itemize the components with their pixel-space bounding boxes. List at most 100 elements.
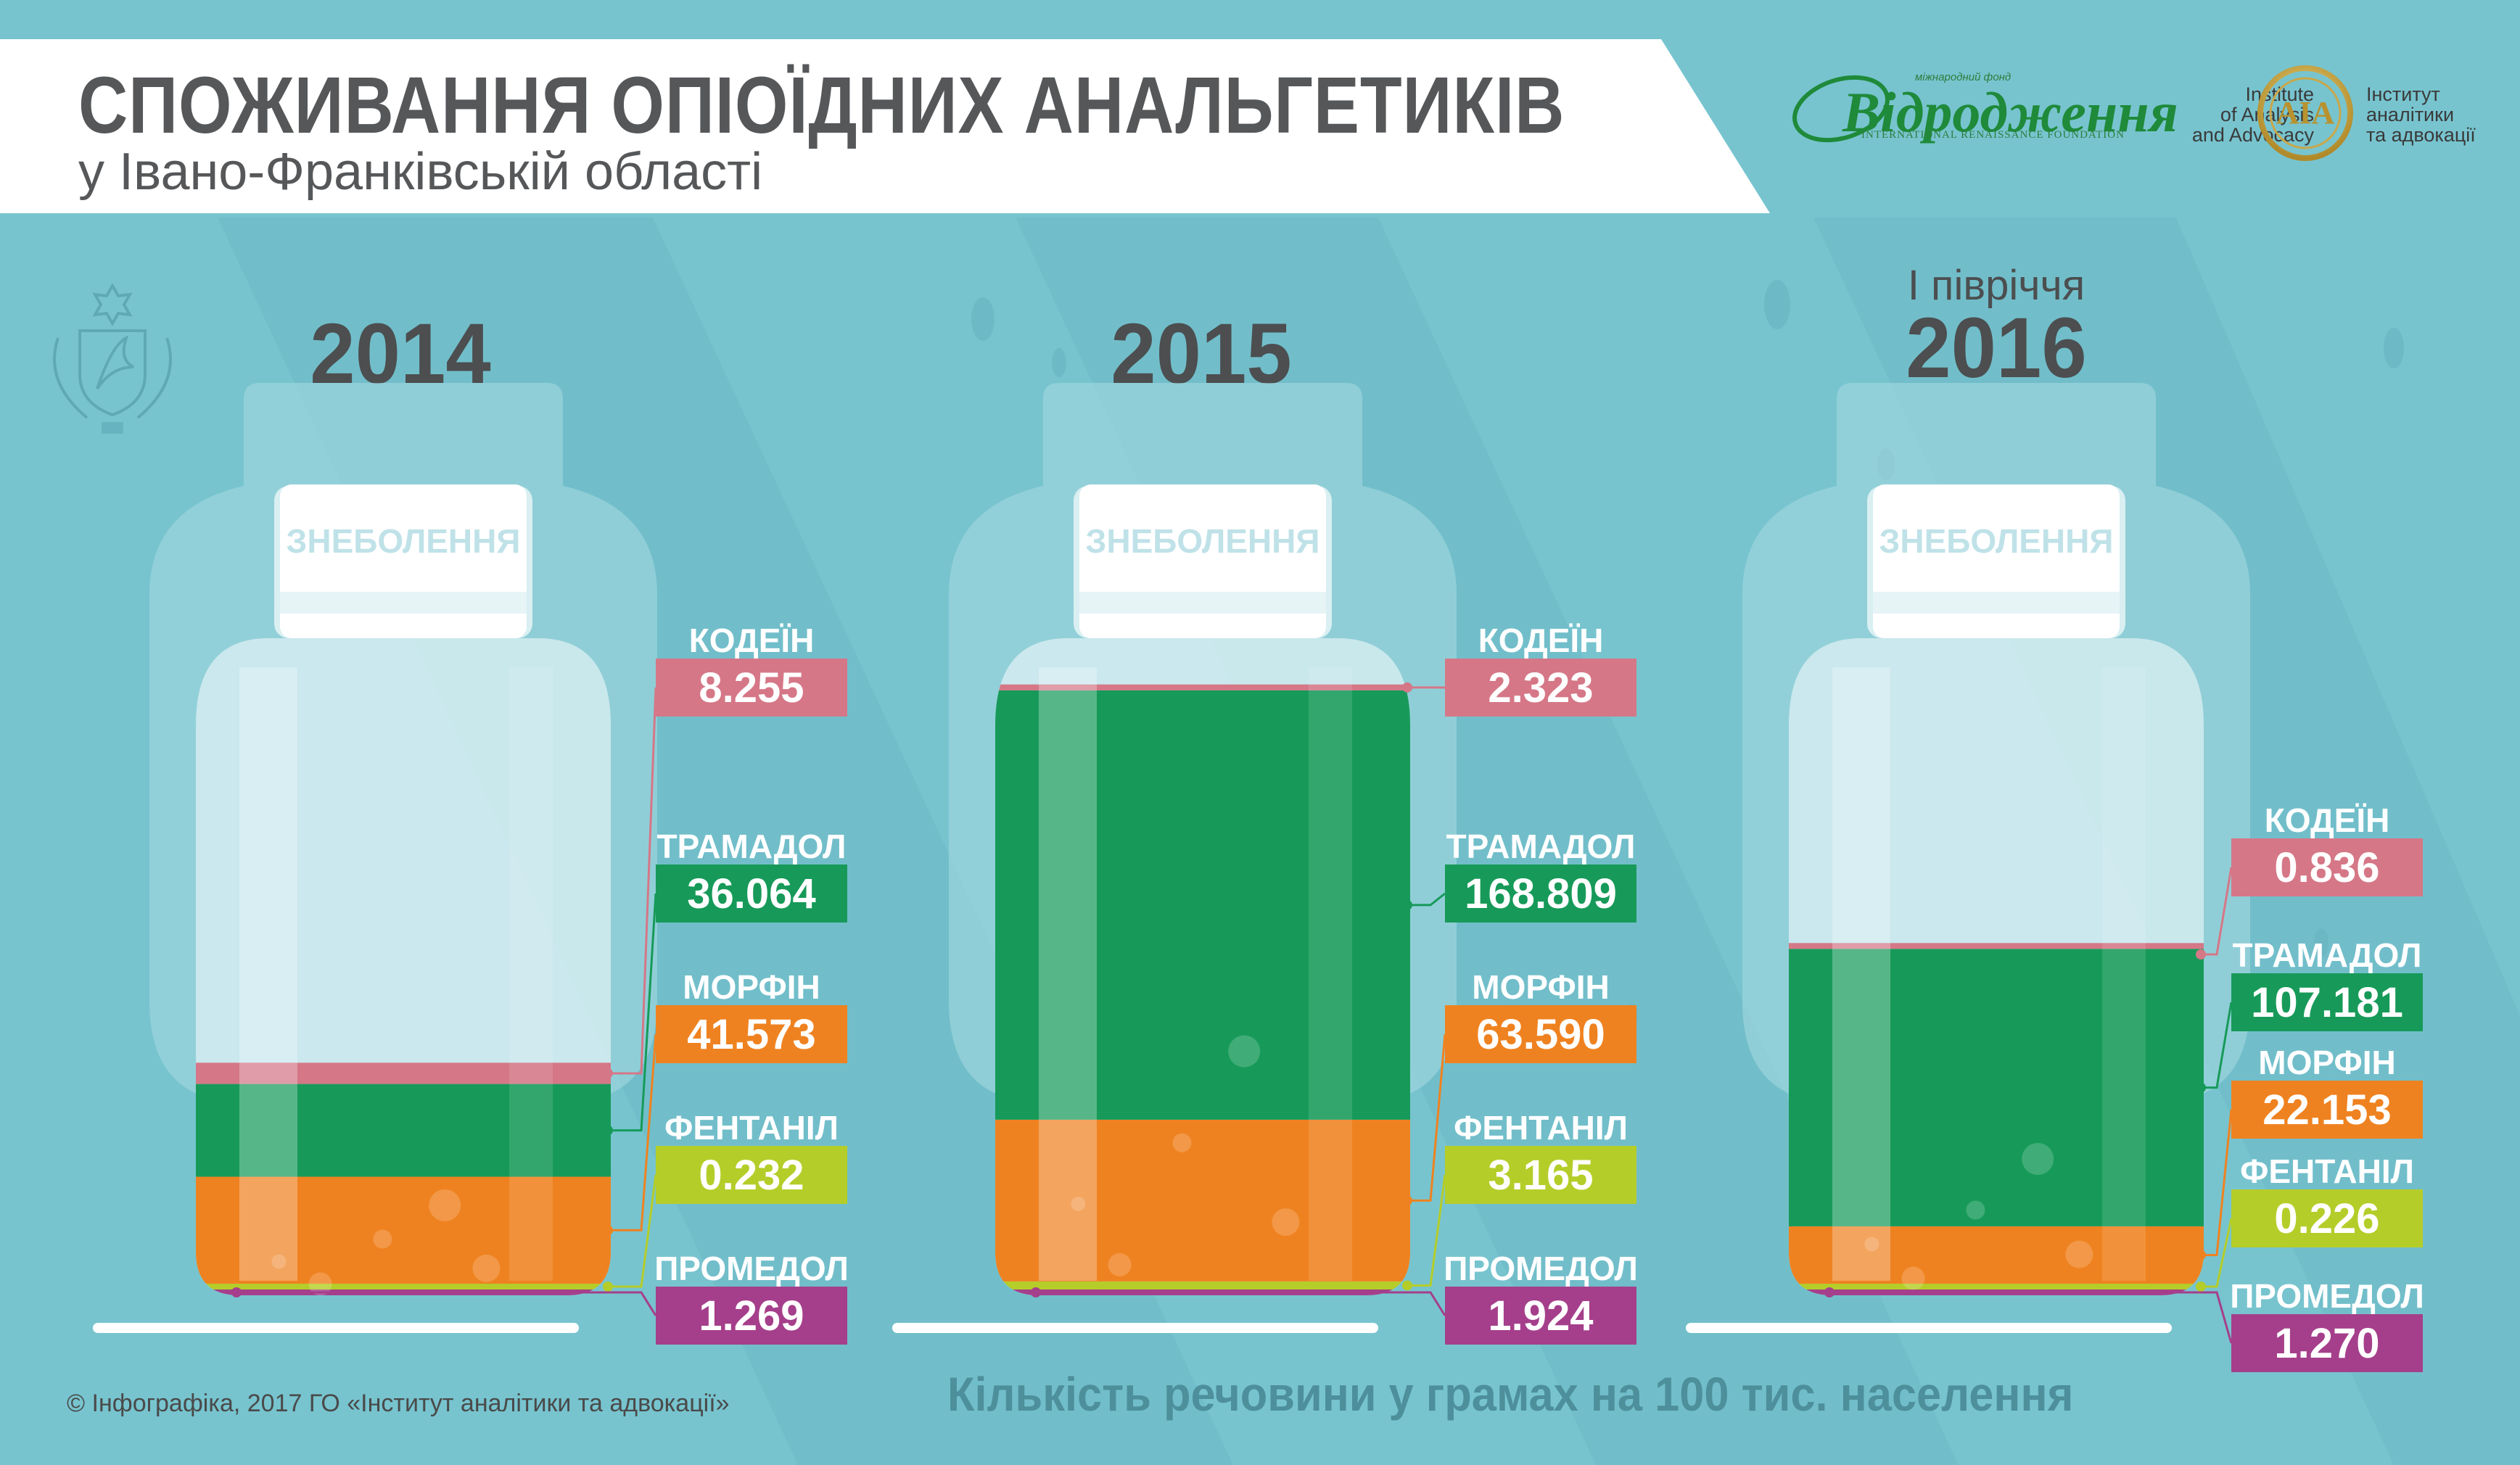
value-box-фентаніл: 0.226 (2231, 1189, 2423, 1247)
oblast-emblem-icon (53, 282, 172, 434)
connector-dot (1402, 682, 1412, 693)
drug-label-фентаніл: ФЕНТАНІЛ (2240, 1152, 2414, 1190)
connector-морфін (2201, 1109, 2233, 1256)
bubble (373, 1229, 392, 1249)
drug-label-промедол: ПРОМЕДОЛ (654, 1250, 849, 1287)
drug-label-промедол: ПРОМЕДОЛ (2230, 1277, 2424, 1315)
bottle-shelf (93, 1323, 579, 1333)
bubble (1108, 1253, 1132, 1276)
bubble (1272, 1208, 1300, 1237)
drug-label-фентаніл: ФЕНТАНІЛ (1454, 1109, 1628, 1147)
page-subtitle: у Івано-Франківській області (78, 143, 763, 201)
iaa-logo-icon: AIA (2257, 65, 2353, 161)
liquid-трамадол (995, 690, 1410, 1120)
bottle-cap (1873, 484, 2120, 638)
cap-band (280, 592, 527, 614)
connector-dot (603, 1282, 613, 1292)
iaa-english-name: Institute of Analysis and Advocacy (2191, 83, 2314, 146)
glass-highlight (1832, 667, 1890, 1281)
drug-label-трамадол: ТРАМАДОЛ (656, 828, 847, 865)
liquid-кодеїн (1789, 943, 2204, 949)
connector-фентаніл (2201, 1218, 2233, 1288)
connector-трамадол (1407, 892, 1446, 907)
drug-label-морфін: МОРФІН (2258, 1044, 2396, 1081)
value-box-кодеїн: 0.836 (2231, 838, 2423, 896)
value-box-трамадол: 168.809 (1445, 864, 1636, 923)
connector-кодеїн (608, 687, 657, 1075)
value-box-кодеїн: 2.323 (1445, 659, 1636, 717)
cap-band (1079, 592, 1326, 614)
bottle-cap (280, 484, 527, 638)
value-box-кодеїн: 8.255 (656, 659, 847, 717)
connector-промедол (236, 1291, 657, 1316)
copyright-note: © Інфографіка, 2017 ГО «Інститут аналіти… (67, 1390, 730, 1417)
glass-highlight-right (509, 667, 553, 1281)
value-box-морфін: 41.573 (656, 1005, 847, 1063)
year-label-2016: 2016 (1906, 300, 2087, 396)
connector-фентаніл (608, 1174, 657, 1288)
connector-dot (2196, 949, 2206, 960)
drug-label-трамадол: ТРАМАДОЛ (1446, 828, 1636, 865)
bottle-cap (1079, 484, 1326, 638)
connector-dot (2196, 1250, 2206, 1260)
drug-label-трамадол: ТРАМАДОЛ (2232, 936, 2422, 974)
value-box-трамадол: 107.181 (2231, 973, 2423, 1031)
drug-label-фентаніл: ФЕНТАНІЛ (664, 1109, 839, 1147)
bottle-cap-label: ЗНЕБОЛЕННЯ (1086, 522, 1320, 560)
irf-small-text: міжнародний фонд (1915, 71, 2012, 83)
bubble (2065, 1240, 2093, 1268)
drug-label-промедол: ПРОМЕДОЛ (1444, 1250, 1638, 1287)
half-year-note-2016: І півріччя (1907, 262, 2085, 309)
connector-кодеїн (2201, 867, 2233, 956)
unit-note: Кількість речовини у грамах на 100 тис. … (947, 1367, 2074, 1421)
value-box-промедол: 1.269 (656, 1287, 847, 1345)
connector-dot (1824, 1287, 1835, 1297)
drug-label-кодеїн: КОДЕЇН (2264, 801, 2390, 839)
bottle-2015: ЗНЕБОЛЕННЯ (892, 383, 1457, 1333)
drug-label-кодеїн: КОДЕЇН (688, 622, 815, 659)
connector-dot (1402, 1195, 1412, 1206)
irf-logo-icon (1792, 75, 1890, 143)
glass-highlight (239, 667, 297, 1281)
liquid-фентаніл (995, 1281, 1410, 1289)
bubble (271, 1254, 287, 1269)
value-box-промедол: 1.924 (1445, 1287, 1636, 1345)
iaa-ukrainian-name: Інститут аналітики та адвокації (2366, 83, 2476, 146)
bottle-cap-label: ЗНЕБОЛЕННЯ (1879, 522, 2114, 560)
bubble (429, 1189, 461, 1221)
connector-dot (1031, 1287, 1041, 1297)
bubble (1966, 1200, 1985, 1220)
liquid-трамадол (196, 1084, 611, 1177)
bottle-2016: ЗНЕБОЛЕННЯ (1686, 383, 2250, 1344)
irf-name: Відродження (1842, 81, 2178, 144)
connector-dot (2196, 1082, 2206, 1093)
bottle-liquid (995, 684, 1410, 1295)
value-box-фентаніл: 3.165 (1445, 1146, 1636, 1204)
bubble (1071, 1196, 1086, 1211)
value-box-морфін: 22.153 (2231, 1081, 2423, 1139)
bottle-liquid (1789, 943, 2204, 1295)
value-box-трамадол: 36.064 (656, 864, 847, 923)
connector-dot (231, 1287, 242, 1297)
page-title: СПОЖИВАННЯ ОПІОЇДНИХ АНАЛЬГЕТИКІВ (78, 61, 1565, 150)
bubble (308, 1272, 332, 1296)
value-box-фентаніл: 0.232 (656, 1146, 847, 1204)
glass-highlight (1039, 667, 1097, 1281)
connector-трамадол (608, 893, 657, 1132)
connector-промедол (1036, 1291, 1446, 1316)
value-box-морфін: 63.590 (1445, 1005, 1636, 1063)
bottle-shelf (1686, 1323, 2172, 1333)
bubble (1901, 1266, 1925, 1290)
bubble (2022, 1143, 2054, 1175)
connector-морфін (608, 1033, 657, 1231)
connector-dot (2196, 1282, 2206, 1292)
connector-промедол (1829, 1291, 2233, 1344)
connector-dot (603, 1225, 613, 1236)
drug-label-морфін: МОРФІН (683, 968, 820, 1006)
bottle-liquid (196, 1062, 611, 1295)
bubble (472, 1254, 501, 1282)
connector-dot (603, 1125, 613, 1136)
bottle-shelf (892, 1323, 1378, 1333)
bubble (1864, 1237, 1879, 1252)
